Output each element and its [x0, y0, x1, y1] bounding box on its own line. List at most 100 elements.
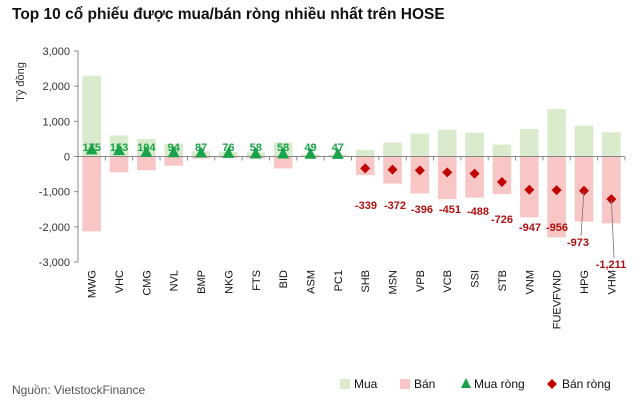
y-tick-label: 0 [64, 152, 70, 164]
category-label-BMP: BMP [196, 270, 208, 294]
buy-bar-HPG [574, 125, 594, 157]
category-label-NKG: NKG [223, 270, 235, 294]
y-tick-label: 3,000 [42, 46, 70, 58]
sell-bar-FUEVFVND [547, 156, 566, 238]
legend-marker-ban-rong [547, 379, 557, 389]
net-sell-marker-FUEVFVND [551, 185, 562, 196]
y-tick-label: -2,000 [39, 222, 70, 234]
buy-bar-VCB [437, 129, 457, 157]
category-label-SHB: SHB [360, 270, 372, 293]
category-label-CMG: CMG [141, 270, 153, 296]
legend-marker-mua-rong [461, 378, 471, 388]
net-buy-marker-NKG [222, 146, 235, 158]
category-label-VHM: VHM [606, 270, 618, 294]
net-buy-marker-VHC [113, 144, 126, 156]
buy-bar-VHM [602, 132, 621, 157]
category-label-SSI: SSI [470, 270, 482, 288]
category-label-MWG: MWG [87, 270, 99, 298]
data-label-BID: 58 [277, 142, 289, 154]
sell-bar-BMP [191, 156, 211, 159]
data-label-NVL: 94 [168, 142, 181, 154]
axes-group: 3,000 2,000 1,000 0 -1,000 -2,000 -3,000 MWG VHC… [15, 46, 626, 329]
legend-swatch-ban [400, 379, 410, 389]
sell-bar-NVL [164, 156, 184, 166]
data-label-CMG: 104 [137, 142, 156, 154]
net-sell-marker-MSN [387, 164, 398, 175]
buy-bar-SHB [355, 149, 375, 157]
legend-label-ban: Bán [414, 377, 435, 391]
category-label-FUEVFVND: FUEVFVND [552, 270, 564, 329]
data-label-VPB: -396 [411, 204, 433, 216]
sell-bar-CMG [137, 156, 156, 171]
data-label-BMP: 87 [195, 142, 207, 154]
leader-line-HPG [580, 190, 585, 237]
data-label-ASM: 49 [304, 142, 316, 154]
source-note: Nguồn: VietstockFinance [12, 383, 146, 397]
data-label-FTS: 58 [250, 142, 262, 154]
category-label-VPB: VPB [415, 270, 427, 292]
data-label-VCB: -451 [439, 204, 461, 216]
sell-bar-MWG [82, 156, 101, 232]
data-label-SHB: -339 [355, 200, 377, 212]
legend-swatch-mua [340, 379, 350, 389]
sell-bar-VCB [437, 156, 457, 200]
sell-bars-group [82, 156, 621, 238]
net-buy-marker-PC1 [331, 147, 344, 159]
y-tick-label: -1,000 [39, 187, 70, 199]
data-label-VHC: 153 [110, 142, 128, 154]
category-label-VCB: VCB [442, 270, 454, 293]
net-sell-marker-SSI [469, 168, 480, 179]
data-label-PC1: 47 [332, 142, 344, 154]
net-buy-marker-NVL [167, 146, 180, 158]
sell-bar-VHC [109, 156, 129, 173]
category-label-STB: STB [497, 270, 509, 291]
buy-bar-STB [492, 144, 512, 157]
data-label-VNM: -947 [519, 222, 541, 234]
y-axis-title: Tỷ đồng [15, 62, 27, 102]
net-buy-marker-ASM [304, 147, 317, 159]
y-tick-label: 2,000 [42, 81, 70, 93]
buy-bar-FUEVFVND [547, 109, 566, 157]
legend: Mua Bán Mua ròng Bán ròng [340, 377, 611, 391]
buy-bar-VPB [410, 133, 430, 157]
category-label-MSN: MSN [388, 270, 400, 295]
category-label-FTS: FTS [251, 270, 263, 291]
sell-bar-VHM [602, 156, 621, 224]
category-label-VHC: VHC [114, 270, 126, 293]
sell-bar-STB [492, 156, 512, 195]
net-buy-marker-BMP [195, 146, 208, 158]
category-label-NVL: NVL [169, 270, 181, 291]
net-buy-marker-BID [277, 147, 290, 159]
data-label-SSI: -488 [467, 206, 489, 218]
legend-label-mua: Mua [354, 377, 378, 391]
buy-bar-MWG [82, 75, 101, 157]
legend-label-ban-rong: Bán ròng [562, 377, 611, 391]
y-tick-label: -3,000 [39, 257, 70, 269]
data-label-NKG: 76 [222, 142, 234, 154]
category-label-BID: BID [278, 270, 290, 288]
data-label-FUEVFVND: -956 [546, 222, 568, 234]
net-buy-marker-CMG [140, 145, 153, 157]
net-sell-marker-VNM [524, 184, 535, 195]
buy-bars-group [82, 75, 621, 157]
buy-bar-MSN [383, 142, 402, 157]
data-label-HPG: -973 [567, 237, 589, 249]
category-label-VNM: VNM [524, 270, 536, 294]
net-sell-marker-VPB [414, 165, 425, 176]
category-label-PC1: PC1 [333, 270, 345, 291]
y-tick-label: 1,000 [42, 116, 70, 128]
buy-bar-VNM [519, 129, 539, 157]
net-sell-marker-STB [496, 177, 507, 188]
net-buy-marker-MWG [85, 143, 98, 155]
net-markers-group [85, 143, 617, 205]
data-label-STB: -726 [491, 214, 513, 226]
chart-title: Top 10 cổ phiếu được mua/bán ròng nhiều … [12, 6, 445, 23]
category-label-HPG: HPG [579, 270, 591, 294]
leader-line-VHM [610, 199, 615, 259]
net-sell-marker-SHB [360, 163, 371, 174]
net-sell-marker-VCB [442, 167, 453, 178]
buy-bar-SSI [465, 132, 484, 157]
sell-bar-BID [273, 156, 293, 169]
net-buy-marker-FTS [249, 147, 262, 159]
